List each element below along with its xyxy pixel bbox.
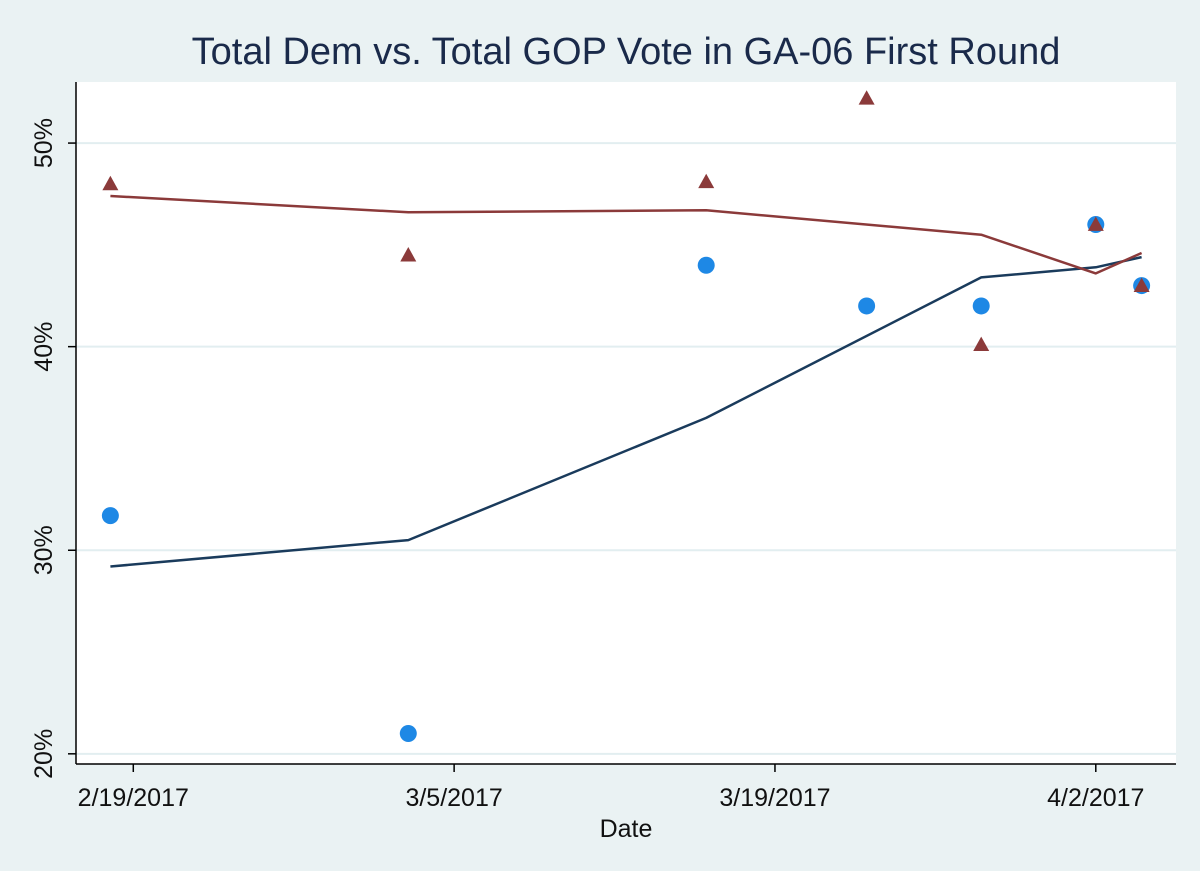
gop-data-point [400,247,417,262]
y-tick-label: 40% [30,322,58,372]
dem-trend-line [110,255,1142,568]
dem-data-point [972,297,990,315]
chart-title: Total Dem vs. Total GOP Vote in GA-06 Fi… [192,31,1061,73]
gop-data-point [698,173,715,189]
y-tick-label: 20% [30,729,58,779]
gop-data-point [1087,216,1104,231]
gop-data-point [973,336,990,352]
x-tick-label: 4/2/2017 [1047,784,1144,812]
x-tick-label: 2/19/2017 [78,784,189,812]
grid-lines [76,142,1176,755]
x-tick-label: 3/19/2017 [719,784,830,812]
gop-data-point [102,175,119,191]
gop-data-point [1133,277,1150,292]
gop-data-point [858,90,875,105]
x-axis-title: Date [600,815,653,843]
x-tick-label: 3/5/2017 [405,784,502,812]
trend-lines [110,194,1143,568]
dem-data-point [858,297,876,315]
dem-data-point [101,507,119,525]
axis-ticks: 20% 30% 40% 50% 2/19/2017 3/5/2017 3/19/2017 4/… [30,118,1144,812]
plot-area [76,82,1176,764]
y-tick-label: 30% [30,525,58,575]
dem-data-point [697,256,715,274]
data-points [101,90,1151,742]
dem-data-point [399,724,417,742]
gop-trend-line [110,194,1143,275]
y-tick-label: 50% [30,118,58,168]
